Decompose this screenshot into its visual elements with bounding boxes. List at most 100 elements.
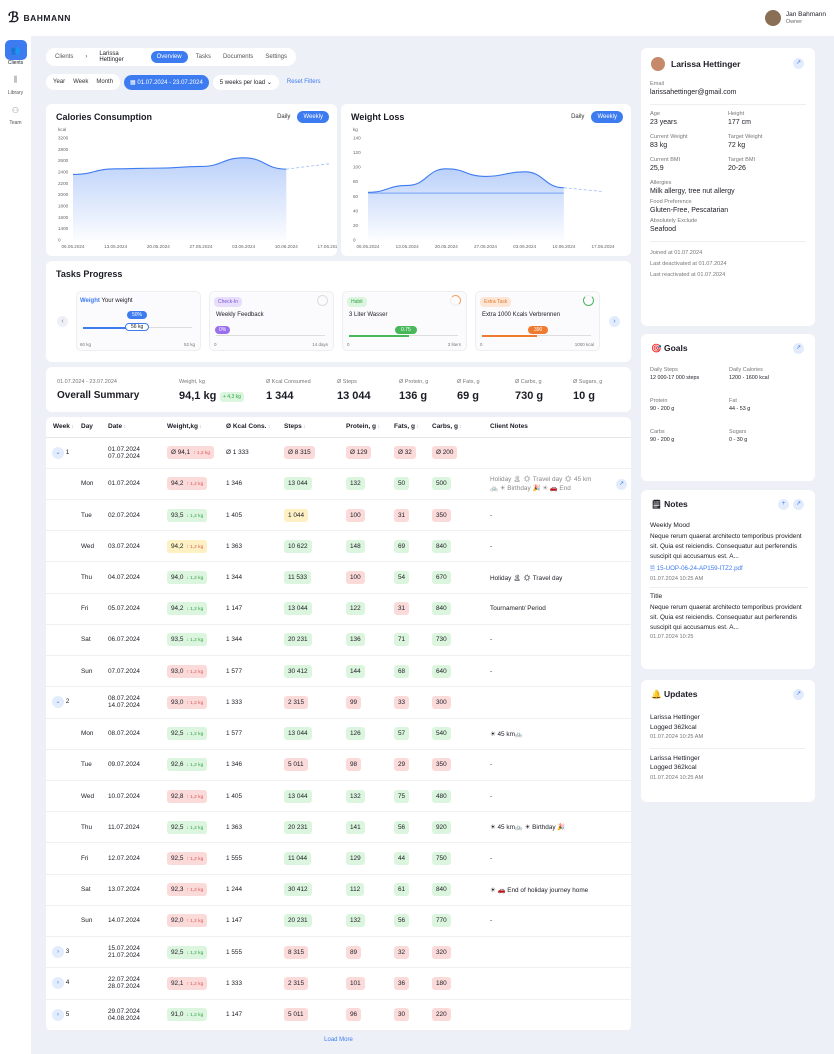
fats-chip: 50 [394,477,410,491]
expand-toggle-icon[interactable]: › [52,946,64,959]
kcal-value: 1 346 [226,480,242,488]
column-header[interactable]: Carbs, g ↕ [432,417,490,438]
task-card-habit[interactable]: Habit 3 Liter Wasser 0.75 0 3 liters [342,291,467,351]
protein-chip: 126 [346,727,365,741]
table-row[interactable]: Fri 12.07.2024 92,5 ↑ 1,2 kg 1 555 11 044 129 4… [46,842,631,875]
task-card-extra[interactable]: Extra Task Extra 1000 Kcals Verbrennen 3… [475,291,600,351]
table-row[interactable]: › 3 15.07.2024 21.07.2024 92,5 ↓ 1,2 kg 1 555… [46,936,631,969]
table-row[interactable]: ⌄ 1 01.07.2024 07.07.2024 Ø 94,1 ↑ 1,2 kg Ø 1… [46,437,631,469]
note-title[interactable]: Weekly Mood [650,522,690,529]
task-card-weight[interactable]: Weight Your weight 50% 56 kg 60 kg 52 kg [76,291,201,351]
open-external-icon[interactable]: ↗ [616,478,627,490]
period-year[interactable]: Year [53,79,66,85]
user-menu[interactable]: Jan Bahmann Owner [764,10,826,26]
carbs-chip: Ø 200 [432,446,458,460]
day-name: Sat [81,886,91,894]
chevron-left-icon[interactable]: ‹ [57,316,68,327]
x-tick-label: 17.06.2024 [592,244,615,249]
summary-delta: + 4,3 kg [220,392,244,402]
sort-icon[interactable]: ↕ [122,424,126,431]
date-range-picker[interactable]: ▦ 01.07.2024 - 23.07.2024 [124,74,209,90]
column-header[interactable]: Day [81,417,108,438]
expand-toggle-icon[interactable]: › [52,1008,64,1021]
expand-toggle-icon[interactable]: › [52,977,64,990]
open-external-icon[interactable]: ↗ [793,343,804,354]
expand-toggle-icon[interactable]: ⌄ [52,696,64,709]
open-external-icon[interactable]: ↗ [793,689,804,700]
tab-settings[interactable]: Settings [265,54,287,60]
brand-logo[interactable]: ℬ BAHMANN [8,10,71,26]
load-more-button[interactable]: Load More [324,1037,353,1043]
steps-chip: Ø 8 315 [284,446,315,460]
add-note-icon[interactable]: + [778,499,789,510]
column-header[interactable]: Weight,kg ↕ [167,417,226,438]
per-load-select[interactable]: 5 weeks per load ⌄ [212,74,279,90]
sort-icon[interactable]: ↕ [266,424,271,431]
calories-toggle: Daily Weekly [273,111,329,123]
toggle-daily[interactable]: Daily [277,114,291,120]
reset-filters-link[interactable]: Reset Filters [286,79,321,85]
steps-chip: 5 011 [284,1008,308,1022]
table-row[interactable]: › 4 22.07.2024 28.07.2024 92,1 ↑ 1,2 kg 1 333… [46,967,631,1000]
note-title[interactable]: Title [650,593,663,600]
column-header[interactable]: Client Notes [490,417,631,438]
table-row[interactable]: Sun 14.07.2024 92,0 ↑ 1,2 kg 1 147 20 231 132 5… [46,905,631,937]
table-row[interactable]: Fri 05.07.2024 94,2 ↓ 1,2 kg 1 147 13 044 122 3… [46,593,631,625]
summary-label: Ø Protein, g [399,379,429,385]
sort-icon[interactable]: ↕ [301,424,306,431]
table-row[interactable]: › 5 29.07.2024 04.08.2024 91,0 ↓ 1,2 kg 1 147… [46,999,631,1031]
breadcrumb-clients[interactable]: Clients [55,54,74,60]
column-header[interactable]: Steps ↕ [284,417,346,438]
table-row[interactable]: ⌄ 2 08.07.2024 14.07.2024 93,0 ↑ 1,2 kg 1 333… [46,686,631,719]
chevron-right-icon[interactable]: › [609,316,620,327]
kcal-value: 1 344 [226,636,242,644]
period-month[interactable]: Month [96,79,114,85]
sort-icon[interactable]: ↕ [458,424,462,431]
weight-value: 92,5 [171,823,184,831]
kcal-value: Ø 1 333 [226,449,249,457]
sort-icon[interactable]: ↕ [197,424,202,431]
sidebar-item-clients[interactable]: 👥 Clients [0,40,31,66]
sort-icon[interactable]: ↕ [69,424,74,431]
summary-range: 01.07.2024 - 23.07.2024 [57,379,117,385]
table-row[interactable]: Sun 07.07.2024 93,0 ↑ 1,2 kg 1 577 30 412 144 6… [46,655,631,688]
task-card-checkin[interactable]: Check-In Weekly Feedback 0% 0 14 days [209,291,334,351]
toggle-daily[interactable]: Daily [571,114,585,120]
toggle-weekly[interactable]: Weekly [591,111,623,123]
task-name: Extra 1000 Kcals Verbrennen [482,312,561,318]
x-tick-label: 27.05.2024 [474,244,497,249]
column-header[interactable]: Protein, g ↕ [346,417,394,438]
table-row[interactable]: Wed 03.07.2024 94,2 ↑ 1,2 kg 1 363 10 622 148 6… [46,530,631,563]
note-attachment[interactable]: 🗎 15-UOP-06-24-AP159-ITZ2.pdf [650,563,808,574]
tab-overview[interactable]: Overview [150,51,188,63]
open-external-icon[interactable]: ↗ [793,499,804,510]
table-row[interactable]: Tue 09.07.2024 92,6 ↓ 1,2 kg 1 346 5 011 98 29 3… [46,749,631,781]
tab-documents[interactable]: Documents [222,54,254,60]
period-week[interactable]: Week [73,79,89,85]
table-row[interactable]: Mon 01.07.2024 94,2 ↑ 1,2 kg 1 346 13 044 132 5… [46,468,631,501]
weight-chip: 92,5 ↑ 1,2 kg [167,851,208,865]
sidebar-item-team[interactable]: ⚇ Team [0,100,31,127]
email-value[interactable]: larissahettinger@gmail.com [650,89,737,96]
table-row[interactable]: Thu 04.07.2024 94,0 ↓ 1,2 kg 1 344 11 533 100 5… [46,561,631,594]
table-row[interactable]: Sat 13.07.2024 92,3 ↑ 1,2 kg 1 244 30 412 112 6… [46,874,631,906]
table-row[interactable]: Sat 06.07.2024 93,5 ↓ 1,2 kg 1 344 20 231 136 7… [46,624,631,657]
column-header[interactable]: Ø Kcal Cons. ↕ [226,417,284,438]
column-header[interactable]: Date ↕ [108,417,167,438]
table-row[interactable]: Mon 08.07.2024 92,5 ↓ 1,2 kg 1 577 13 044 126 5… [46,718,631,750]
task-current-value[interactable]: 56 kg [125,323,150,331]
column-header[interactable]: Week ↕ [46,417,81,438]
toggle-weekly[interactable]: Weekly [297,111,329,123]
column-header[interactable]: Fats, g ↕ [394,417,432,438]
sidebar-item-library[interactable]: ⫼ Library [0,70,31,96]
y-tick-label: 20 [353,223,359,228]
sort-icon[interactable]: ↕ [414,424,419,431]
open-external-icon[interactable]: ↗ [793,58,804,69]
table-row[interactable]: Thu 11.07.2024 92,5 ↓ 1,2 kg 1 363 20 231 141 5… [46,811,631,844]
sort-icon[interactable]: ↕ [375,424,380,431]
table-row[interactable]: Tue 02.07.2024 93,5 ↓ 1,2 kg 1 405 1 044 100 31… [46,499,631,532]
table-row[interactable]: Wed 10.07.2024 92,8 ↑ 1,2 kg 1 405 13 044 132 7… [46,780,631,813]
expand-toggle-icon[interactable]: ⌄ [52,446,64,459]
tab-tasks[interactable]: Tasks [195,54,211,60]
goals-card: 🎯 Goals ↗ Daily Steps 12 000-17 000 steps… [641,334,815,481]
